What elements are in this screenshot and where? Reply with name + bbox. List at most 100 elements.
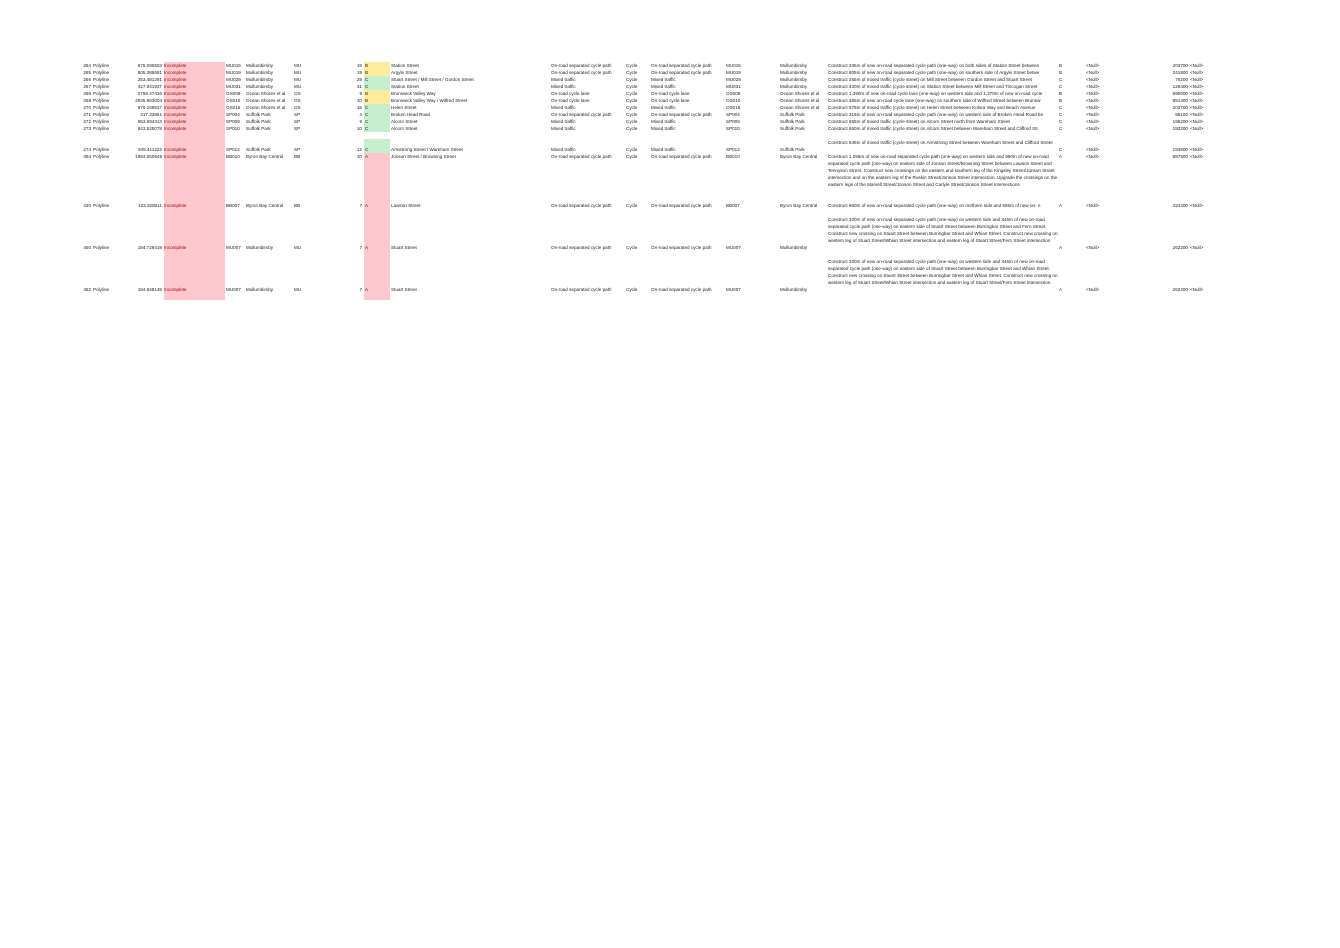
priority-2[interactable]: C [1059, 77, 1063, 82]
town-abbr[interactable]: OS [294, 105, 301, 110]
row-id[interactable]: 452 [83, 287, 91, 292]
row-id[interactable]: 266 [83, 77, 91, 82]
length-value[interactable]: 2835.983004 [135, 98, 162, 103]
town-abbr[interactable]: BB [294, 203, 301, 208]
geometry-type[interactable]: Polyline [93, 126, 110, 131]
priority-2[interactable]: B [1059, 70, 1063, 75]
length-value[interactable]: 679.169537 [137, 105, 162, 110]
row-id[interactable]: 271 [83, 112, 91, 117]
priority-2[interactable]: C [1059, 119, 1063, 124]
length-value[interactable]: 805.385681 [137, 70, 162, 75]
cost-value[interactable]: 241800 [1172, 70, 1188, 75]
area-name[interactable]: Byron Bay Central [780, 203, 818, 208]
town-name[interactable]: Mullumbimby [246, 287, 274, 292]
town-name[interactable]: Suffolk Park [246, 147, 271, 152]
length-value[interactable]: 653.694313 [137, 119, 162, 124]
area-name[interactable]: Mullumbimby [780, 84, 808, 89]
facility-type-2[interactable]: On-road separated cycle path [651, 154, 712, 159]
project-number[interactable]: 9 [359, 119, 362, 124]
description-cell[interactable]: Construct 1,390m of new on-road cycle la… [828, 91, 1043, 96]
town-abbr[interactable]: MU [294, 63, 302, 68]
mode-cell[interactable]: Cycle [626, 84, 638, 89]
cost-value[interactable]: 193800 [1172, 147, 1188, 152]
town-name[interactable]: Ocean Shores et al [246, 98, 286, 103]
project-code[interactable]: MU029 [226, 77, 241, 82]
town-abbr[interactable]: MU [294, 245, 302, 250]
priority-2[interactable]: C [1059, 126, 1063, 131]
mode-cell[interactable]: Cycle [626, 154, 638, 159]
mode-cell[interactable]: Cycle [626, 105, 638, 110]
null-cell-2[interactable]: <Null> [1190, 245, 1204, 250]
project-code[interactable]: SP012 [226, 147, 240, 152]
table-row[interactable]: 264 Polyline 678.090603 Incomplete MU015 Mull… [0, 62, 1340, 69]
facility-type[interactable]: On-road separated cycle path [551, 203, 612, 208]
street-name[interactable]: Brunswick Valley Way [391, 91, 436, 96]
town-abbr[interactable]: BB [294, 154, 301, 159]
project-code[interactable]: OS015 [226, 105, 241, 110]
town-abbr[interactable]: OS [294, 91, 301, 96]
row-id[interactable]: 394 [83, 154, 91, 159]
cost-value[interactable]: 196200 [1172, 119, 1188, 124]
cost-value[interactable]: 95100 [1175, 112, 1188, 117]
description-cell[interactable]: Construct 485m of new on-road cycle lane… [828, 98, 1041, 103]
town-name[interactable]: Ocean Shores et al [246, 105, 286, 110]
facility-type[interactable]: Mixed traffic [551, 77, 576, 82]
priority-2[interactable]: A [1059, 154, 1063, 159]
cost-value[interactable]: 851400 [1172, 98, 1188, 103]
priority-cell[interactable]: A [365, 287, 369, 292]
cost-value[interactable]: 424200 [1172, 203, 1188, 208]
facility-type-2[interactable]: On-road cycle lane [651, 98, 690, 103]
town-abbr[interactable]: MU [294, 84, 302, 89]
row-id[interactable]: 274 [83, 147, 91, 152]
description-cell[interactable]: Construct 655m of mixed traffic (cycle s… [828, 119, 1010, 124]
null-cell-2[interactable]: <Null> [1190, 70, 1204, 75]
description-cell[interactable]: Construct 805m of new on-road separated … [828, 70, 1040, 75]
street-name[interactable]: Armstrong Street / Wareham Street [391, 147, 463, 152]
priority-2[interactable]: B [1059, 63, 1063, 68]
row-id[interactable]: 265 [83, 70, 91, 75]
project-number[interactable]: 4 [359, 112, 362, 117]
project-code[interactable]: BB010 [226, 154, 240, 159]
geometry-type[interactable]: Polyline [93, 147, 110, 152]
town-name[interactable]: Mullumbimby [246, 63, 274, 68]
geometry-type[interactable]: Polyline [93, 154, 110, 159]
area-name[interactable]: Mullumbimby [780, 287, 808, 292]
length-value[interactable]: 2758.47416 [137, 91, 162, 96]
project-code[interactable]: SP010 [226, 126, 240, 131]
facility-type-2[interactable]: On-road separated cycle path [651, 245, 712, 250]
geometry-type[interactable]: Polyline [93, 84, 110, 89]
facility-type[interactable]: Mixed traffic [551, 84, 576, 89]
status-cell[interactable]: Incomplete [164, 91, 187, 96]
facility-type-2[interactable]: On-road separated cycle path [651, 70, 712, 75]
project-code-2[interactable]: MU007 [726, 287, 741, 292]
mode-cell[interactable]: Cycle [626, 287, 638, 292]
geometry-type[interactable]: Polyline [93, 63, 110, 68]
project-number[interactable]: 10 [356, 126, 362, 131]
status-cell[interactable]: Incomplete [164, 147, 187, 152]
mode-cell[interactable]: Cycle [626, 126, 638, 131]
null-cell[interactable]: <Null> [1086, 147, 1100, 152]
mode-cell[interactable]: Cycle [626, 203, 638, 208]
town-abbr[interactable]: MU [294, 70, 302, 75]
street-name[interactable]: Helen Street [391, 105, 417, 110]
cost-value[interactable]: 262200 [1172, 287, 1188, 292]
priority-cell[interactable]: B [365, 98, 369, 103]
status-cell[interactable]: Incomplete [164, 105, 187, 110]
town-name[interactable]: Mullumbimby [246, 70, 274, 75]
project-code-2[interactable]: MU019 [726, 70, 741, 75]
null-cell-2[interactable]: <Null> [1190, 119, 1204, 124]
null-cell[interactable]: <Null> [1086, 119, 1100, 124]
description-cell[interactable]: Construct 315m of new on-road separated … [828, 112, 1044, 117]
town-abbr[interactable]: SP [294, 126, 301, 131]
facility-type[interactable]: Mixed traffic [551, 126, 576, 131]
area-name[interactable]: Mullumbimby [780, 63, 808, 68]
length-value[interactable]: 184.729419 [137, 245, 162, 250]
area-name[interactable]: Byron Bay Central [780, 154, 818, 159]
area-name[interactable]: Ocean Shores et al [780, 91, 820, 96]
project-code[interactable]: BB007 [226, 203, 240, 208]
facility-type-2[interactable]: Mixed traffic [651, 84, 676, 89]
table-row[interactable]: 266 Polyline 253.481291 Incomplete MU029 Mull… [0, 76, 1340, 83]
project-number[interactable]: 10 [356, 154, 362, 159]
null-cell-2[interactable]: <Null> [1190, 63, 1204, 68]
length-value[interactable]: 643.525078 [137, 126, 162, 131]
